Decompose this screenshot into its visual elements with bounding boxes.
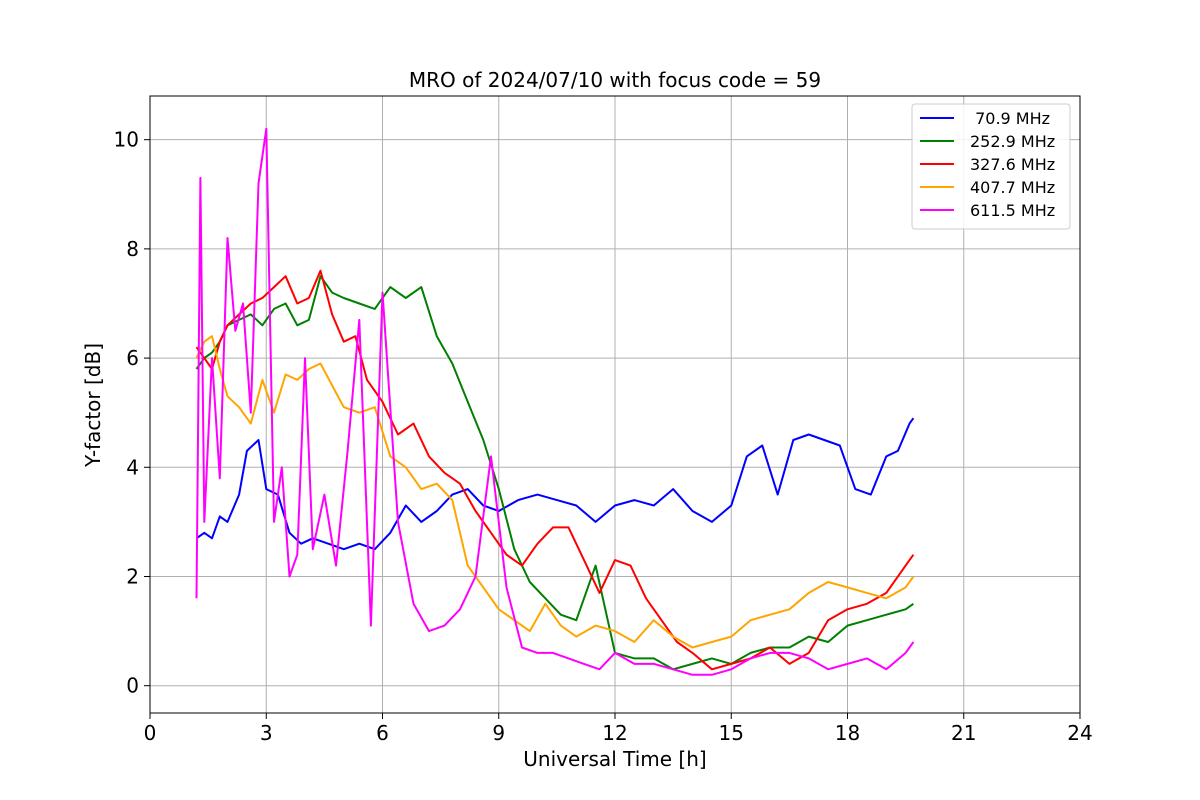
y-tick-label: 4 (126, 455, 139, 479)
y-tick-label: 0 (126, 674, 139, 698)
series-line-0 (195, 417, 915, 551)
legend-label: 407.7 MHz (970, 178, 1055, 197)
series-line-4 (195, 127, 915, 676)
y-tick-label: 2 (126, 564, 139, 588)
x-tick-label: 21 (951, 721, 976, 745)
legend: 70.9 MHz 252.9 MHz 327.6 MHz 407.7 MHz 611.5… (911, 103, 1071, 230)
x-tick-label: 6 (376, 721, 389, 745)
x-tick-label: 3 (260, 721, 273, 745)
chart-title: MRO of 2024/07/10 with focus code = 59 (409, 68, 821, 92)
x-axis-label: Universal Time [h] (523, 747, 706, 771)
x-tick-label: 24 (1067, 721, 1092, 745)
y-tick-label: 8 (126, 237, 139, 261)
x-tick-label: 12 (602, 721, 627, 745)
legend-label: 252.9 MHz (970, 132, 1055, 151)
legend-label: 70.9 MHz (970, 109, 1050, 128)
legend-label: 611.5 MHz (970, 201, 1055, 220)
series-layer (195, 127, 915, 676)
x-tick-label: 18 (835, 721, 860, 745)
y-tick-label: 6 (126, 346, 139, 370)
x-tick-label: 9 (492, 721, 505, 745)
x-tick-label: 0 (144, 721, 157, 745)
legend-box (911, 103, 1071, 230)
y-axis-label: Y-factor [dB] (81, 343, 105, 468)
x-tick-label: 15 (719, 721, 744, 745)
series-line-2 (195, 269, 915, 671)
legend-label: 327.6 MHz (970, 155, 1055, 174)
y-tick-label: 10 (114, 128, 139, 152)
